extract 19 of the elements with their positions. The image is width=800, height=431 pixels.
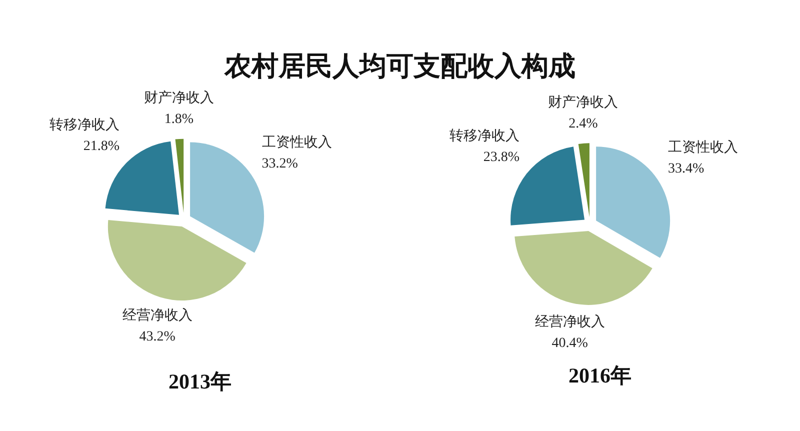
- text: 2013年: [168, 370, 232, 394]
- data-label: 21.8%: [83, 138, 120, 154]
- data-label: 40.4%: [552, 336, 588, 351]
- data-label: 33.2%: [262, 156, 298, 172]
- slice-label: 工资性收入: [668, 139, 738, 156]
- slice-label: 财产净收入: [548, 94, 618, 110]
- slice-label: 经营净收入: [534, 314, 605, 330]
- slice-label: 财产净收入: [144, 90, 214, 106]
- slice-label: 工资性收入: [262, 134, 332, 150]
- data-label: 1.8%: [164, 112, 194, 127]
- data-label: 33.4%: [668, 161, 705, 176]
- data-label: 43.2%: [139, 330, 176, 345]
- data-label: 23.8%: [483, 150, 520, 166]
- data-label: 2.4%: [568, 116, 598, 132]
- text: 2016年: [568, 364, 632, 388]
- slice-label: 经营净收入: [122, 308, 192, 324]
- text: 农村居民人均可支配收入构成: [223, 50, 576, 83]
- slice-label: 转移净收入: [450, 128, 520, 144]
- slice-label: 转移净收入: [50, 116, 120, 133]
